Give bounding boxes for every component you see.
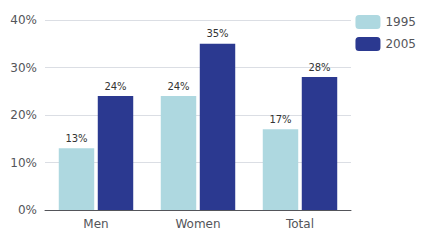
svg-text:35%: 35% <box>206 28 228 39</box>
svg-text:28%: 28% <box>308 62 330 73</box>
svg-text:30%: 30% <box>10 61 37 75</box>
svg-text:1995: 1995 <box>385 15 416 29</box>
svg-text:40%: 40% <box>10 13 37 27</box>
svg-text:17%: 17% <box>269 114 291 125</box>
svg-text:24%: 24% <box>167 81 189 92</box>
svg-text:20%: 20% <box>10 108 37 122</box>
svg-text:0%: 0% <box>18 203 37 217</box>
svg-text:Men: Men <box>83 217 108 231</box>
svg-text:10%: 10% <box>10 156 37 170</box>
svg-text:13%: 13% <box>65 133 87 144</box>
svg-text:Total: Total <box>285 217 314 231</box>
svg-text:2005: 2005 <box>385 37 416 51</box>
svg-text:24%: 24% <box>104 81 126 92</box>
svg-text:Women: Women <box>175 217 220 231</box>
